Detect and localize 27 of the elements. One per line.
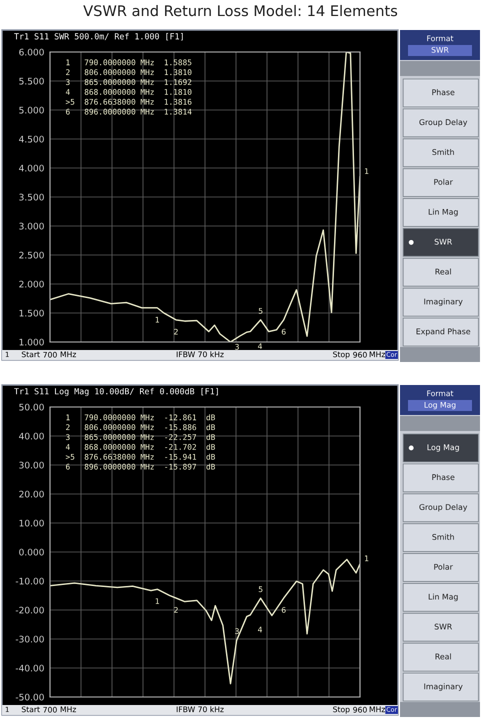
y-tick-label: -10.00 — [16, 578, 44, 585]
y-tick-label: 6.000 — [19, 48, 44, 56]
y-tick-label: 10.00 — [20, 520, 44, 527]
y-tick-label: 5.000 — [19, 106, 44, 114]
y-tick-label: 3.000 — [19, 222, 44, 230]
y-tick-label: 1.500 — [20, 310, 44, 317]
chart-subtitle: Tr1 S11 Log Mag 10.00dB/ Ref 0.000dB [F1] — [14, 388, 218, 396]
y-tick-label: 3.500 — [19, 194, 44, 201]
y-tick-label: 40.00 — [19, 432, 44, 440]
line-series — [50, 52, 360, 342]
y-tick-label: 0.000 — [19, 548, 44, 556]
y-tick-label: 20.00 — [19, 490, 44, 498]
chart-subtitle: Tr1 S11 SWR 500.0m/ Ref 1.000 [F1] — [14, 32, 183, 40]
y-tick-label: -30.00 — [16, 636, 44, 643]
line-series — [50, 558, 360, 684]
y-tick-label: 30.00 — [19, 462, 44, 469]
chart-title: VSWR and Return Loss Model: 14 Elements — [83, 4, 398, 16]
y-tick-label: 50.00 — [19, 404, 44, 411]
y-tick-label: -50.00 — [16, 694, 44, 701]
y-tick-label: 2.000 — [19, 280, 44, 288]
y-tick-label: -20.00 — [16, 606, 44, 614]
y-tick-label: 2.500 — [19, 252, 44, 259]
y-tick-label: 5.500 — [19, 78, 44, 85]
y-tick-label: 4.000 — [19, 164, 44, 172]
y-tick-label: 4.500 — [19, 136, 44, 143]
y-tick-label: -40.00 — [16, 664, 44, 672]
y-tick-label: 1.000 — [20, 338, 44, 346]
